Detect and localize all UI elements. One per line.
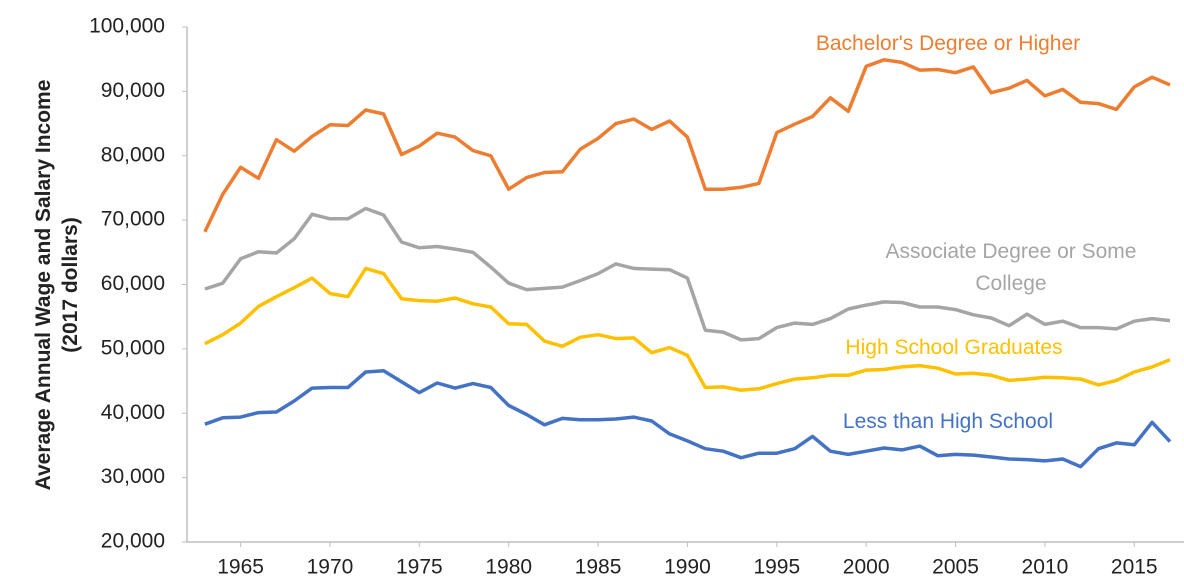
y-tick-label: 30,000 <box>101 465 165 488</box>
y-tick-label: 70,000 <box>101 208 165 231</box>
x-tick-label: 1975 <box>396 556 443 579</box>
x-tick-label: 1980 <box>485 556 532 579</box>
y-tick-label: 60,000 <box>101 272 165 295</box>
series-label: High School Graduates <box>845 336 1063 359</box>
y-tick-label: 20,000 <box>101 530 165 553</box>
x-tick-label: 1965 <box>217 556 264 579</box>
series-label: Associate Degree or Some College <box>885 240 1137 295</box>
x-tick-label: 2015 <box>1111 556 1158 579</box>
x-tick-label: 1985 <box>575 556 622 579</box>
y-axis-title: Average Annual Wage and Salary Income (2… <box>32 79 82 491</box>
y-tick-label: 50,000 <box>101 336 165 359</box>
series-label: Less than High School <box>842 410 1054 433</box>
series-line <box>204 369 1172 469</box>
series-line <box>204 206 1171 342</box>
series-line <box>203 58 1171 233</box>
x-tick-label: 2000 <box>843 556 890 579</box>
x-tick-label: 1970 <box>307 556 354 579</box>
x-tick-label: 1990 <box>664 556 711 579</box>
y-tick-label: 90,000 <box>101 79 165 102</box>
y-tick-label: 40,000 <box>101 401 165 424</box>
series-label: Bachelor's Degree or Higher <box>815 32 1081 55</box>
y-tick-label: 100,000 <box>89 15 165 38</box>
series-line <box>204 266 1171 392</box>
x-tick-label: 2010 <box>1022 556 1069 579</box>
x-tick-label: 1995 <box>753 556 800 579</box>
x-tick-label: 2005 <box>932 556 979 579</box>
y-tick-label: 80,000 <box>101 143 165 166</box>
